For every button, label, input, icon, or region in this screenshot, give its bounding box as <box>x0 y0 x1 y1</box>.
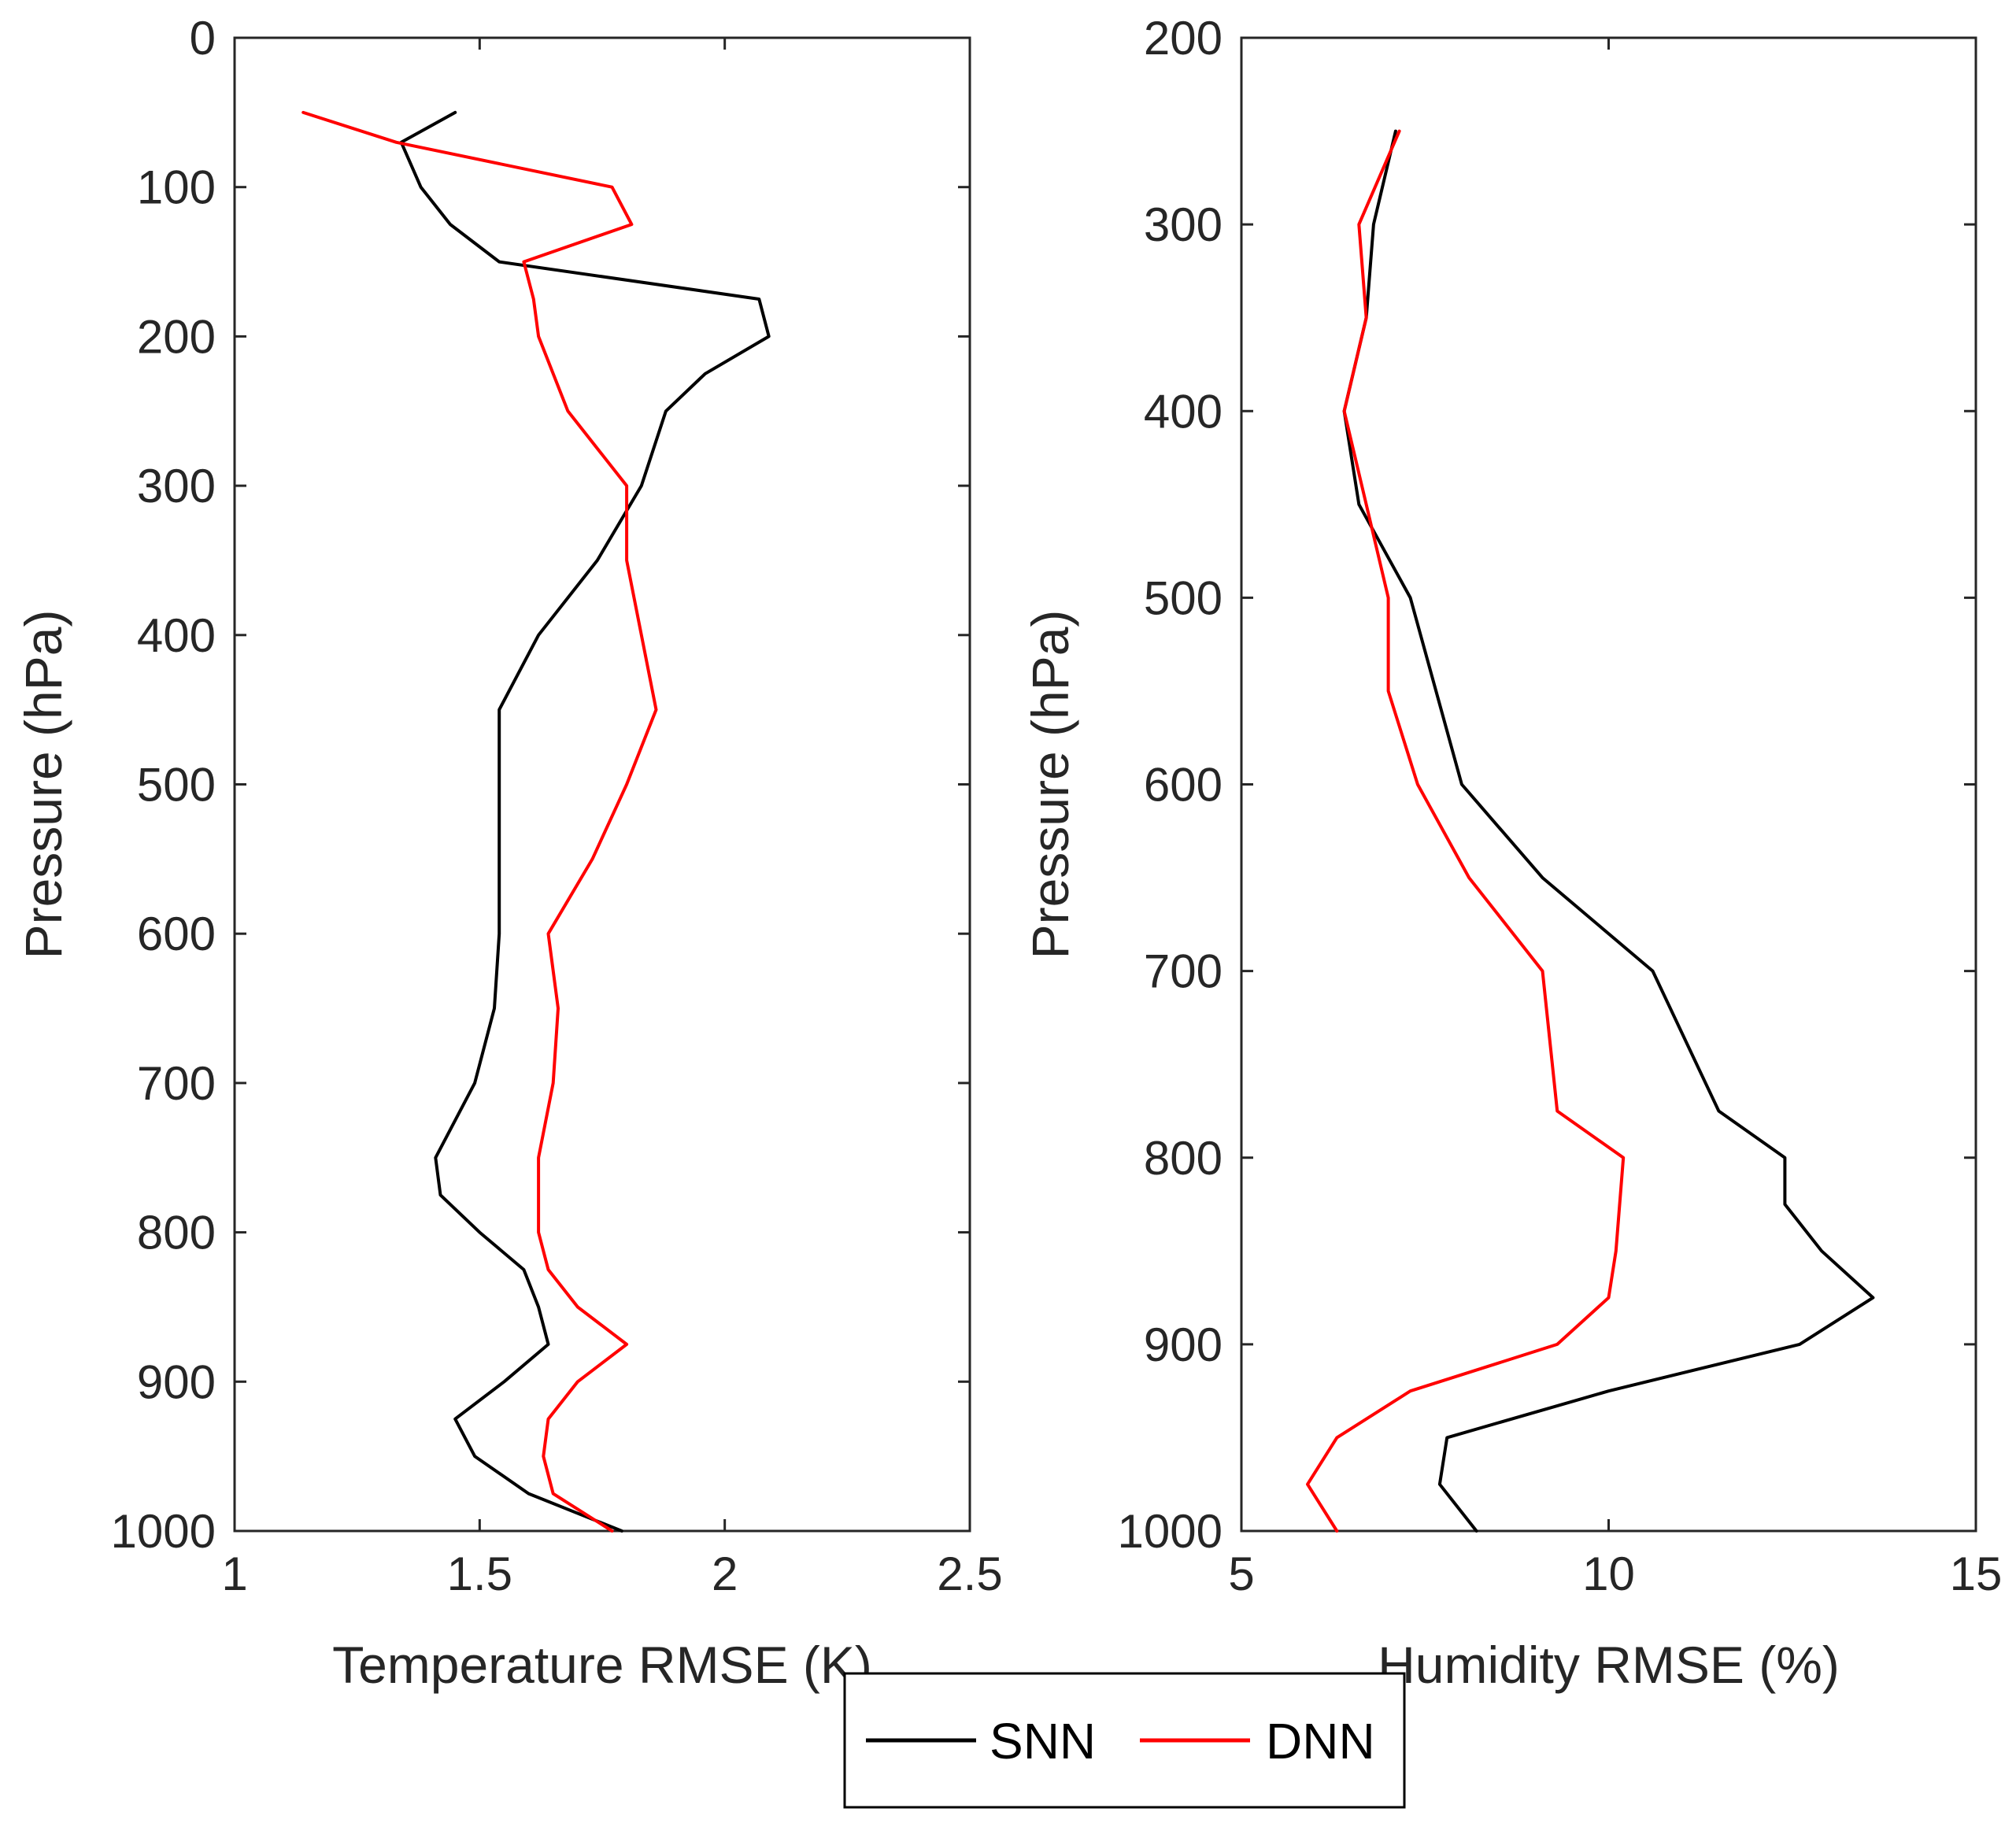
y-tick-label: 1000 <box>1118 1505 1223 1558</box>
legend: SNN DNN <box>843 1672 1406 1809</box>
series-line-snn <box>1342 129 1875 1533</box>
y-tick-label: 200 <box>1144 12 1223 65</box>
y-axis-label: Pressure (hPa) <box>14 610 72 960</box>
humidity-rmse-plot: 5 10 15 200 300 400 500 600 700 800 900 1000 Humidit… <box>1021 12 2002 1694</box>
y-tick-label: 400 <box>1144 385 1223 438</box>
x-tick-label: 10 <box>1582 1548 1635 1600</box>
x-axis-label: Temperature RMSE (K) <box>332 1636 872 1694</box>
y-tick-label: 700 <box>1144 945 1223 998</box>
series-line-dnn <box>301 110 658 1533</box>
y-tick-label: 400 <box>137 609 216 662</box>
x-tick-label: 2 <box>712 1548 738 1600</box>
y-tick-label: 500 <box>1144 571 1223 624</box>
x-tick-label: 1 <box>221 1548 247 1600</box>
y-tick-label: 300 <box>137 460 216 512</box>
y-tick-label: 0 <box>190 12 216 65</box>
y-tick-label: 600 <box>137 908 216 960</box>
y-tick-label: 200 <box>137 310 216 363</box>
y-tick-label: 500 <box>137 759 216 812</box>
y-tick-label: 700 <box>137 1057 216 1110</box>
series-line-dnn <box>1306 129 1626 1533</box>
y-tick-label: 100 <box>137 161 216 214</box>
x-tick-label: 1.5 <box>447 1548 512 1600</box>
y-tick-label: 800 <box>137 1207 216 1259</box>
y-tick-label: 300 <box>1144 198 1223 251</box>
x-tick-label: 5 <box>1228 1548 1254 1600</box>
series-line-snn <box>399 110 771 1533</box>
y-tick-label: 900 <box>137 1355 216 1408</box>
temperature-rmse-plot: 1 1.5 2 2.5 0 100 200 300 400 500 600 700 800 900 1000… <box>14 12 1003 1694</box>
x-axis-label: Humidity RMSE (%) <box>1378 1636 1840 1694</box>
y-tick-label: 1000 <box>111 1505 216 1558</box>
y-tick-label: 600 <box>1144 759 1223 812</box>
axes-frame <box>1240 36 1977 1533</box>
y-tick-label: 900 <box>1144 1318 1223 1371</box>
x-tick-label: 15 <box>1950 1548 2003 1600</box>
x-tick-label: 2.5 <box>937 1548 1002 1600</box>
y-tick-label: 800 <box>1144 1132 1223 1185</box>
y-axis-label: Pressure (hPa) <box>1021 610 1079 960</box>
legend-label-dnn: DNN <box>1266 1713 1375 1769</box>
legend-label-snn: SNN <box>990 1713 1096 1769</box>
axes-frame <box>233 36 971 1533</box>
